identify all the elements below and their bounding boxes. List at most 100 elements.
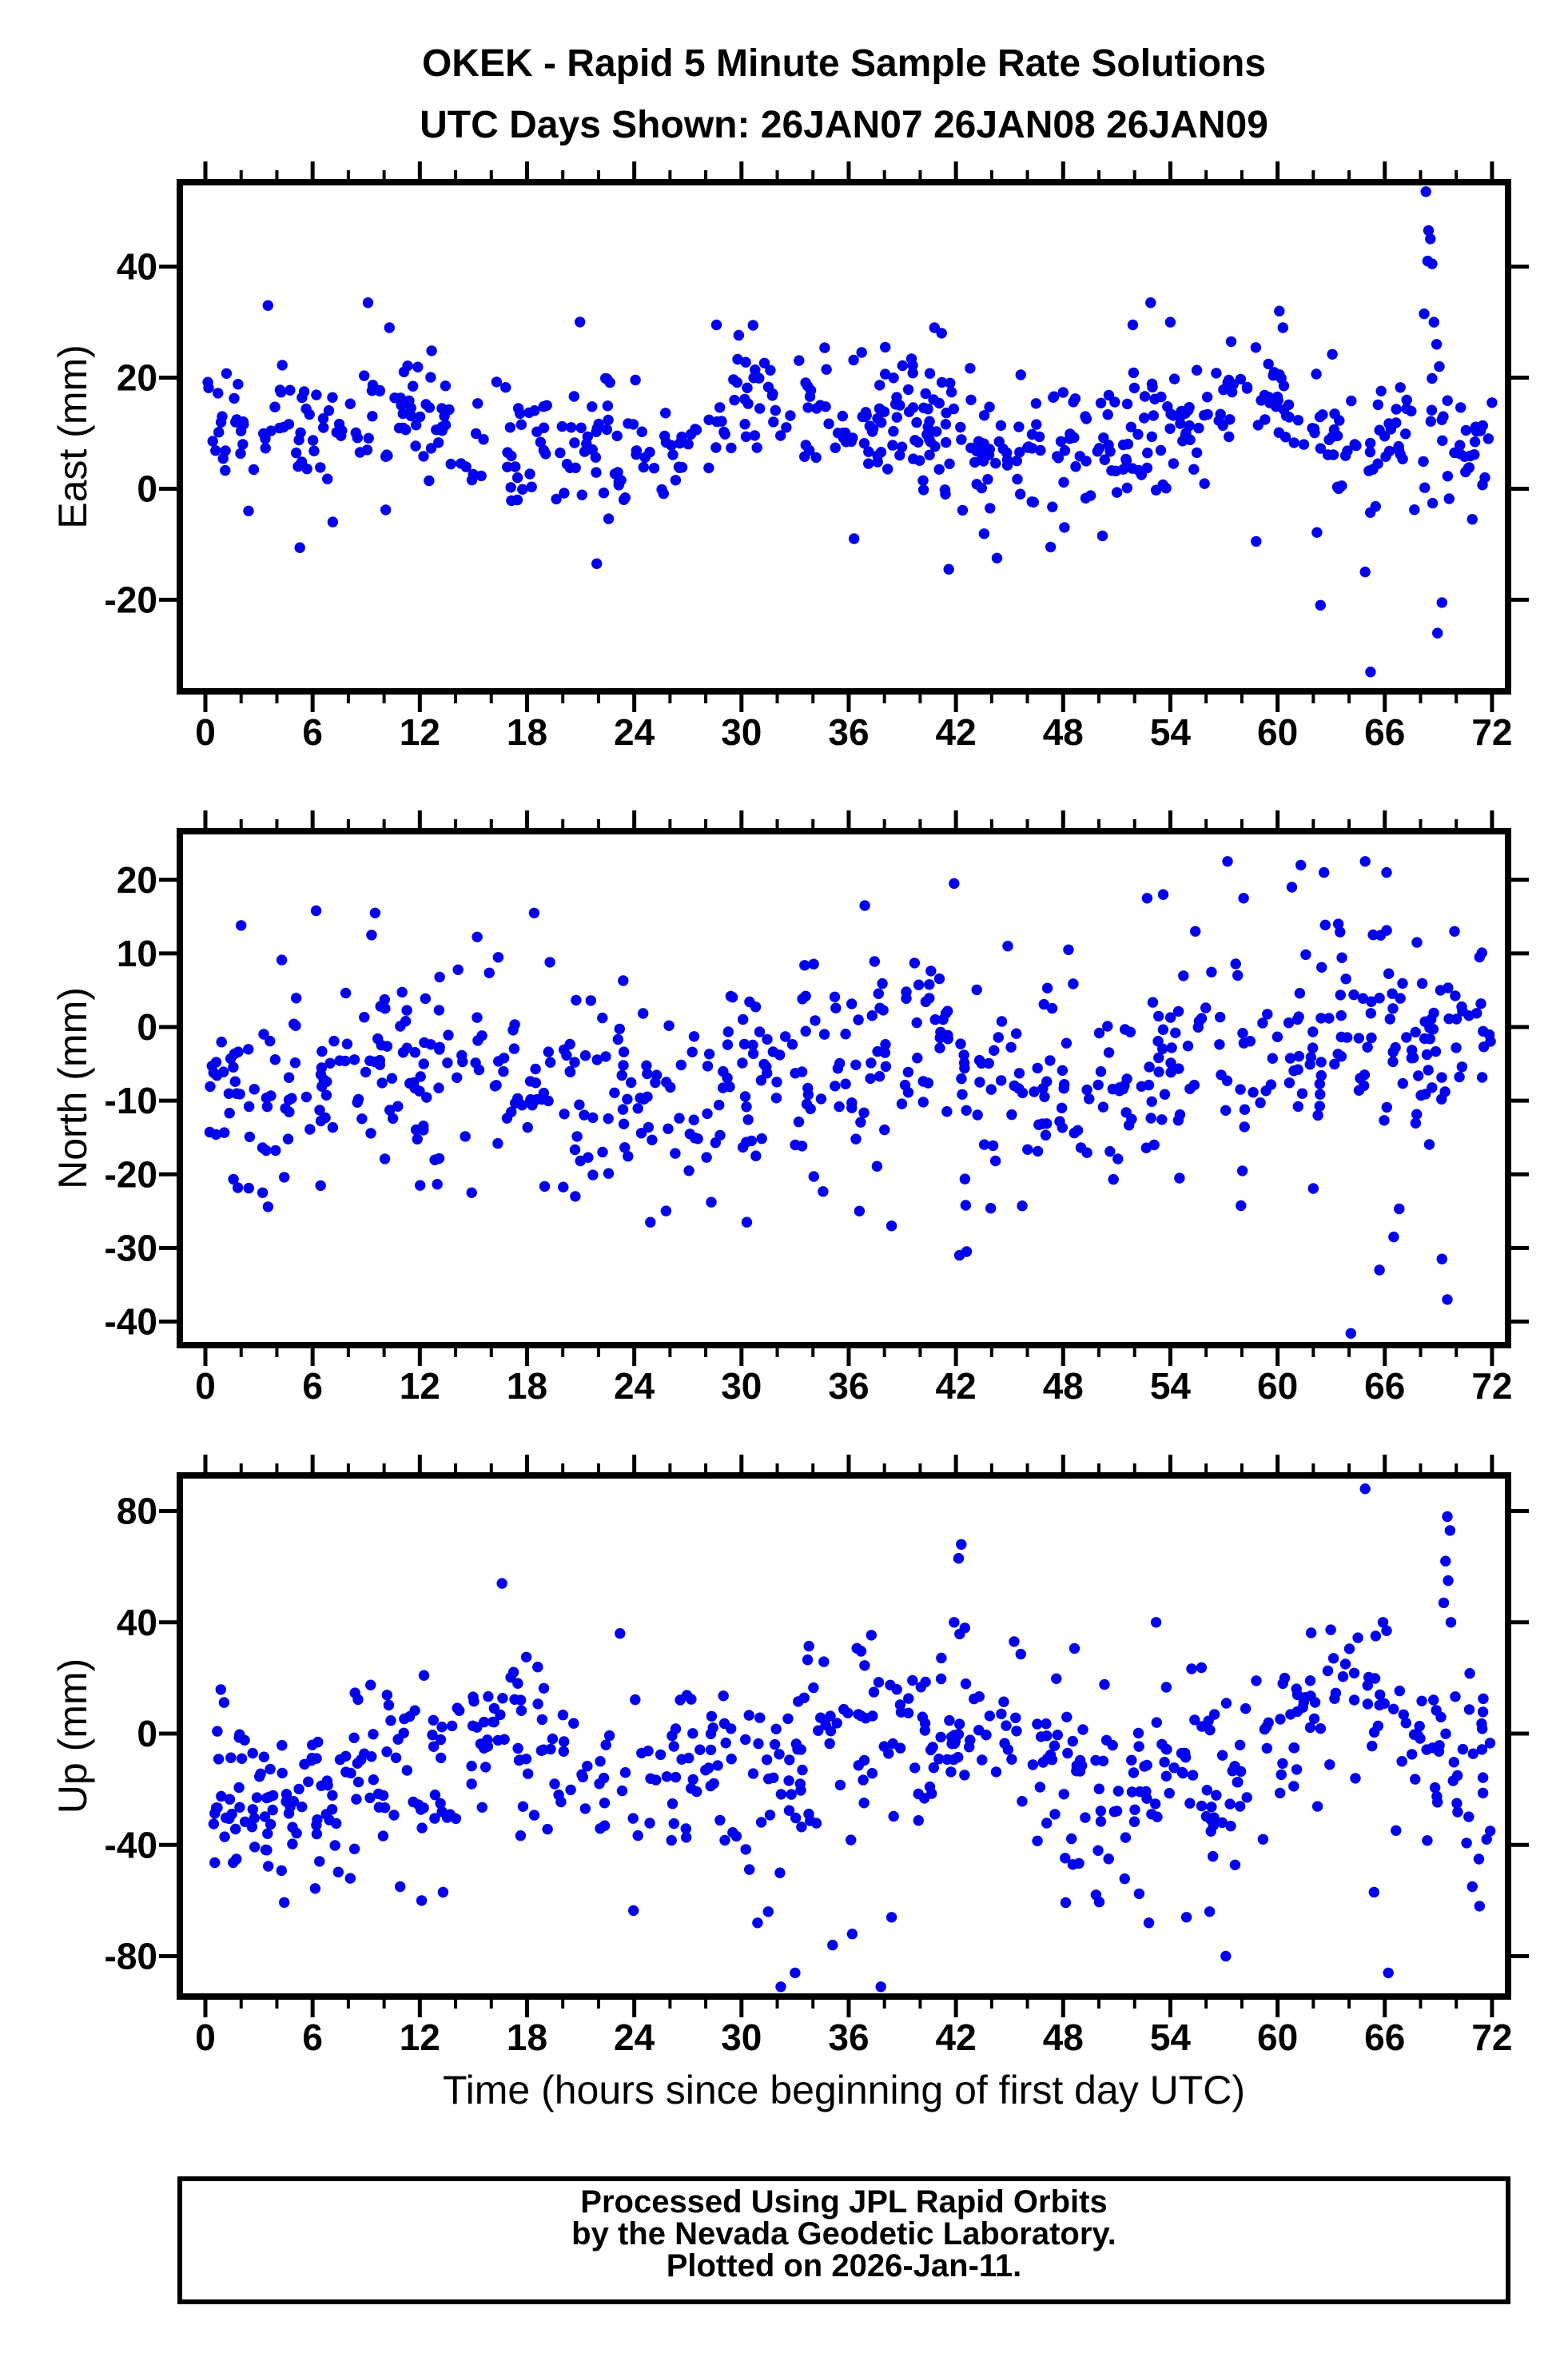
data-point (598, 1772, 610, 1784)
data-point (1435, 1711, 1447, 1723)
data-point (948, 403, 960, 415)
x-tick-label: 18 (507, 2017, 547, 2058)
data-point (1051, 1673, 1062, 1684)
data-point (1423, 1065, 1434, 1076)
data-point (880, 368, 891, 380)
data-point (1315, 599, 1327, 611)
data-point (762, 1033, 773, 1045)
scatter-points-east (202, 186, 1498, 678)
data-point (775, 1981, 786, 1993)
data-point (1273, 427, 1285, 438)
data-point (811, 403, 822, 414)
data-point (917, 1711, 929, 1722)
data-point (1251, 1675, 1262, 1686)
data-point (840, 1029, 851, 1040)
data-point (265, 1090, 277, 1101)
x-tick-label: 60 (1257, 1365, 1298, 1407)
data-point (873, 988, 885, 999)
x-tick-label: 30 (721, 1365, 762, 1407)
data-point (1451, 1013, 1463, 1025)
scatter-points-up (208, 1483, 1496, 1993)
data-point (386, 1073, 398, 1084)
data-point (880, 341, 891, 353)
x-tick-label: 6 (302, 711, 323, 753)
data-point (1375, 385, 1387, 396)
data-point (1456, 1061, 1468, 1073)
data-point (1388, 1231, 1399, 1243)
data-point (1304, 1675, 1316, 1686)
data-point (1452, 1770, 1463, 1782)
data-point (670, 475, 682, 486)
data-point (825, 1726, 837, 1737)
data-point (1142, 448, 1153, 459)
data-point (1348, 989, 1359, 1001)
data-point (1379, 1115, 1390, 1126)
x-tick-label: 36 (828, 2017, 869, 2058)
data-point (1057, 1122, 1069, 1133)
data-point (701, 1152, 712, 1163)
data-point (1147, 997, 1159, 1008)
data-point (1120, 1832, 1132, 1843)
data-point (971, 479, 982, 490)
data-point (751, 442, 762, 453)
data-point (1092, 1845, 1104, 1856)
data-point (848, 354, 859, 366)
data-point (507, 1666, 519, 1678)
data-point (888, 372, 899, 384)
data-point (499, 1734, 510, 1745)
data-point (834, 1101, 845, 1113)
data-point (847, 432, 858, 444)
data-point (527, 1100, 538, 1111)
data-point (1410, 1026, 1421, 1038)
data-point (894, 449, 905, 461)
footer-box (177, 2176, 1510, 2304)
data-point (380, 504, 392, 516)
data-point (582, 1761, 593, 1772)
data-point (515, 419, 527, 430)
data-point (982, 474, 993, 485)
data-point (472, 931, 483, 943)
data-point (1155, 444, 1167, 456)
data-point (793, 1116, 805, 1128)
data-point (683, 1165, 694, 1176)
data-point (512, 1678, 523, 1689)
data-point (1037, 1757, 1049, 1768)
data-point (1190, 926, 1201, 938)
data-point (304, 408, 315, 420)
data-point (1481, 1833, 1492, 1845)
data-point (1379, 1698, 1390, 1710)
data-point (935, 1731, 946, 1743)
y-tick-label: -40 (105, 1824, 157, 1865)
data-point (536, 1714, 548, 1726)
data-point (478, 434, 489, 445)
data-point (959, 1062, 970, 1074)
data-point (714, 1129, 726, 1141)
data-point (1149, 393, 1160, 404)
data-point (478, 1742, 490, 1754)
data-point (1196, 1721, 1208, 1732)
data-point (1315, 1723, 1327, 1734)
data-point (747, 1048, 759, 1060)
data-point (827, 1939, 838, 1951)
data-point (368, 1729, 379, 1740)
data-point (1128, 367, 1140, 379)
data-point (257, 1142, 269, 1153)
data-point (387, 1113, 399, 1125)
data-point (668, 1741, 679, 1752)
data-point (345, 1767, 356, 1779)
data-point (1435, 985, 1447, 996)
data-point (1102, 1021, 1113, 1032)
data-point (1372, 399, 1384, 411)
data-point (555, 1796, 567, 1808)
data-point (944, 458, 955, 469)
data-point (260, 443, 271, 454)
data-point (1345, 1328, 1357, 1340)
data-point (380, 451, 392, 462)
data-point (366, 385, 378, 396)
data-point (800, 990, 811, 1002)
data-point (1352, 1632, 1363, 1643)
data-point (638, 1008, 649, 1019)
data-point (435, 1798, 446, 1810)
data-point (1300, 949, 1311, 961)
